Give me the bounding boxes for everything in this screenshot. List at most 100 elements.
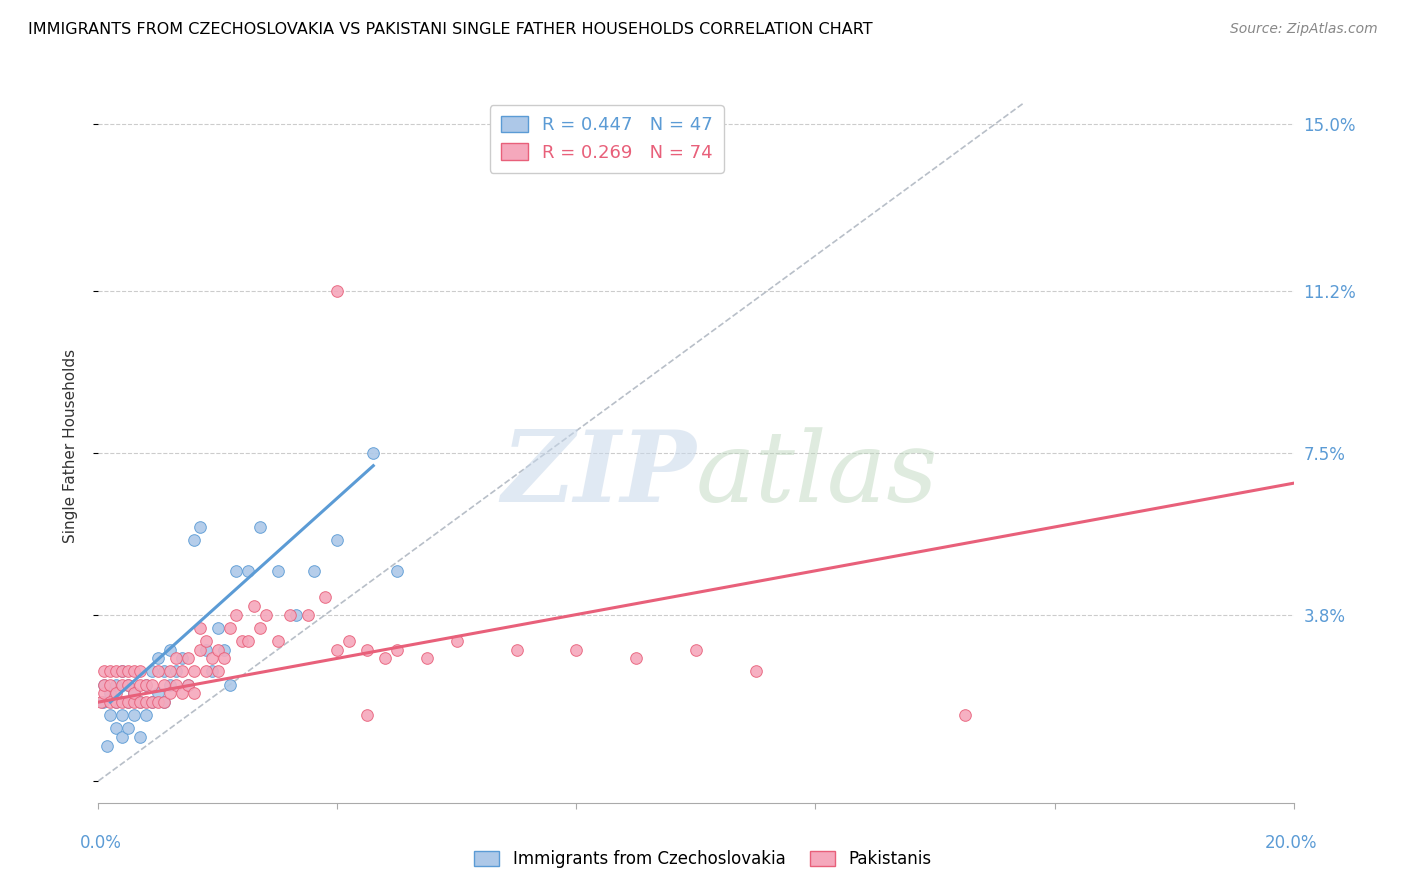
Point	[105, 686, 128, 700]
Text: ZIP: ZIP	[501, 426, 696, 523]
Point	[183, 665, 205, 679]
Point	[188, 520, 211, 534]
Point	[219, 677, 242, 691]
Point	[96, 739, 118, 753]
Point	[100, 677, 122, 691]
Point	[231, 633, 253, 648]
Point	[225, 564, 247, 578]
Point	[159, 677, 181, 691]
Point	[172, 665, 194, 679]
Point	[212, 642, 235, 657]
Point	[225, 607, 247, 622]
Point	[183, 686, 205, 700]
Point	[188, 642, 211, 657]
Text: 0.0%: 0.0%	[80, 834, 122, 852]
Point	[201, 651, 224, 665]
Point	[159, 642, 181, 657]
Point	[195, 633, 218, 648]
Point	[111, 665, 134, 679]
Point	[159, 686, 181, 700]
Point	[207, 665, 229, 679]
Point	[165, 665, 187, 679]
Y-axis label: Single Father Households: Single Father Households	[63, 349, 77, 543]
Point	[195, 665, 218, 679]
Point	[124, 686, 146, 700]
Point	[172, 686, 194, 700]
Point	[105, 695, 128, 709]
Point	[385, 564, 409, 578]
Point	[93, 665, 115, 679]
Point	[219, 621, 242, 635]
Point	[124, 695, 146, 709]
Point	[506, 642, 529, 657]
Point	[278, 607, 301, 622]
Point	[284, 607, 307, 622]
Point	[172, 651, 194, 665]
Point	[100, 708, 122, 723]
Point	[135, 677, 157, 691]
Point	[153, 695, 176, 709]
Point	[374, 651, 396, 665]
Point	[148, 665, 170, 679]
Text: atlas: atlas	[696, 427, 939, 522]
Point	[177, 651, 200, 665]
Point	[363, 445, 385, 459]
Point	[100, 665, 122, 679]
Point	[165, 677, 187, 691]
Point	[129, 665, 152, 679]
Point	[117, 677, 139, 691]
Point	[124, 686, 146, 700]
Point	[446, 633, 468, 648]
Point	[249, 621, 271, 635]
Point	[100, 686, 122, 700]
Point	[177, 677, 200, 691]
Point	[93, 677, 115, 691]
Point	[236, 564, 259, 578]
Point	[117, 695, 139, 709]
Legend: Immigrants from Czechoslovakia, Pakistanis: Immigrants from Czechoslovakia, Pakistan…	[468, 844, 938, 875]
Point	[183, 533, 205, 548]
Point	[117, 695, 139, 709]
Point	[135, 708, 157, 723]
Point	[201, 665, 224, 679]
Point	[254, 607, 277, 622]
Point	[124, 708, 146, 723]
Point	[302, 564, 325, 578]
Point	[111, 677, 134, 691]
Point	[129, 677, 152, 691]
Point	[105, 695, 128, 709]
Point	[953, 708, 976, 723]
Point	[117, 722, 139, 736]
Point	[90, 695, 112, 709]
Point	[148, 686, 170, 700]
Point	[111, 730, 134, 744]
Point	[243, 599, 266, 613]
Point	[212, 651, 235, 665]
Point	[141, 665, 163, 679]
Point	[105, 722, 128, 736]
Point	[105, 665, 128, 679]
Point	[135, 677, 157, 691]
Point	[129, 695, 152, 709]
Point	[141, 695, 163, 709]
Point	[385, 642, 409, 657]
Point	[111, 665, 134, 679]
Point	[111, 695, 134, 709]
Point	[135, 695, 157, 709]
Point	[236, 633, 259, 648]
Point	[111, 708, 134, 723]
Point	[356, 708, 378, 723]
Point	[93, 686, 115, 700]
Point	[129, 730, 152, 744]
Point	[267, 564, 290, 578]
Point	[153, 665, 176, 679]
Point	[297, 607, 319, 622]
Point	[416, 651, 439, 665]
Point	[153, 677, 176, 691]
Text: Source: ZipAtlas.com: Source: ZipAtlas.com	[1230, 22, 1378, 37]
Point	[249, 520, 271, 534]
Point	[93, 677, 115, 691]
Point	[105, 677, 128, 691]
Point	[148, 695, 170, 709]
Point	[685, 642, 707, 657]
